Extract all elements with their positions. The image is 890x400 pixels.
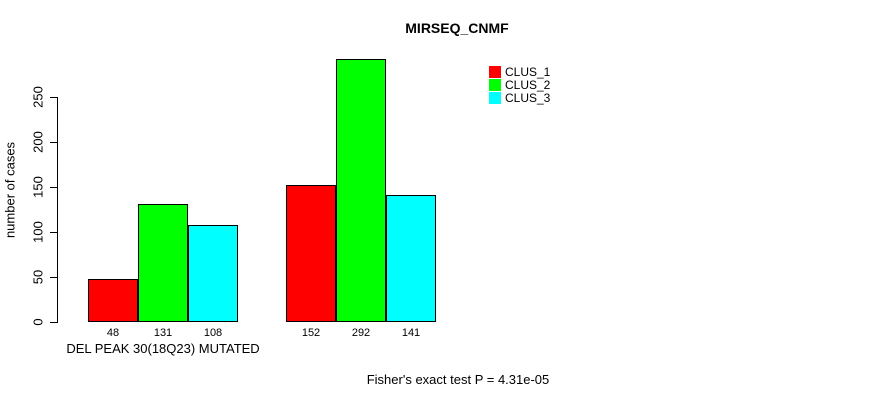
y-tick-mark xyxy=(50,187,57,188)
y-tick-label: 0 xyxy=(30,318,46,326)
bar-value-label: 48 xyxy=(106,327,120,339)
y-tick-label: 150 xyxy=(30,176,46,198)
fisher-test-annotation: Fisher's exact test P = 4.31e-05 xyxy=(366,372,550,387)
y-tick-mark xyxy=(50,97,57,98)
bar-value-label: 108 xyxy=(203,327,223,339)
bar-clus_2-group2 xyxy=(336,59,386,322)
bar-clus_1-group1 xyxy=(88,279,138,322)
y-tick-mark xyxy=(50,142,57,143)
y-axis-title: number of cases xyxy=(2,141,18,239)
y-tick-mark xyxy=(50,322,57,323)
bar-value-label: 141 xyxy=(401,327,421,339)
bar-value-label: 131 xyxy=(153,327,173,339)
x-category-label: DEL PEAK 30(18Q23) MUTATED xyxy=(66,341,260,356)
legend-swatch-clus_1 xyxy=(489,66,501,78)
bar-value-label: 292 xyxy=(351,327,371,339)
bar-value-label: 152 xyxy=(301,327,321,339)
y-tick-label: 250 xyxy=(30,86,46,108)
legend-label-clus_1: CLUS_1 xyxy=(505,65,551,79)
bar-clus_3-group2 xyxy=(386,195,436,322)
y-tick-mark xyxy=(50,232,57,233)
y-tick-label: 50 xyxy=(30,269,46,285)
legend-label-clus_3: CLUS_3 xyxy=(505,91,551,105)
y-tick-label: 100 xyxy=(30,221,46,243)
bar-clus_1-group2 xyxy=(286,185,336,322)
y-axis-line xyxy=(57,97,58,323)
bar-clus_2-group1 xyxy=(138,204,188,322)
legend-swatch-clus_3 xyxy=(489,92,501,104)
legend-swatch-clus_2 xyxy=(489,79,501,91)
chart-title: MIRSEQ_CNMF xyxy=(405,20,509,36)
legend-label-clus_2: CLUS_2 xyxy=(505,78,551,92)
y-tick-label: 200 xyxy=(30,131,46,153)
bar-clus_3-group1 xyxy=(188,225,238,322)
y-tick-mark xyxy=(50,277,57,278)
